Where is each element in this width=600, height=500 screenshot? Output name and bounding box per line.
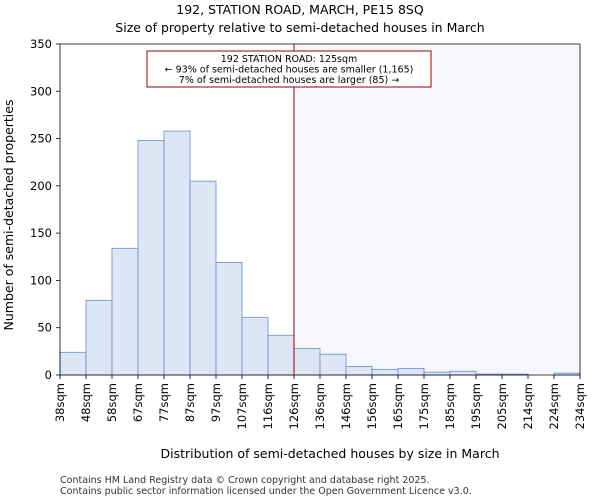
y-tick-label-350: 350 <box>30 37 52 51</box>
x-tick-label-87sqm: 87sqm <box>183 383 197 422</box>
bar-87sqm <box>189 180 217 376</box>
x-tick-label-224sqm: 224sqm <box>547 383 561 429</box>
annotation-line3: 7% of semi-detached houses are larger (8… <box>179 75 399 86</box>
annotation-line2: ← 93% of semi-detached houses are smalle… <box>165 65 414 76</box>
y-tick-label-150: 150 <box>30 226 52 240</box>
plot-area: 0 50 100 150 200 250 300 350 38sqm 48sqm 58sqm 67sq… <box>30 37 587 429</box>
bar-107sqm <box>241 316 269 376</box>
bar-165sqm <box>397 367 425 376</box>
footer-line2: Contains public sector information licen… <box>60 486 472 497</box>
footer-line1: Contains HM Land Registry data © Crown c… <box>60 475 430 486</box>
chart-title-line2: Size of property relative to semi-detach… <box>115 20 484 35</box>
x-tick-label-165sqm: 165sqm <box>391 383 405 429</box>
x-tick-label-67sqm: 67sqm <box>131 383 145 422</box>
x-tick-label-234sqm: 234sqm <box>573 383 587 429</box>
x-tick-label-156sqm: 156sqm <box>365 383 379 429</box>
x-tick-label-175sqm: 175sqm <box>417 383 431 429</box>
y-tick-label-50: 50 <box>37 321 52 335</box>
x-tick-label-77sqm: 77sqm <box>157 383 171 422</box>
chart-title-line1: 192, STATION ROAD, MARCH, PE15 8SQ <box>176 2 424 17</box>
y-axis-label: Number of semi-detached properties <box>1 100 16 331</box>
x-tick-label-136sqm: 136sqm <box>313 383 327 429</box>
x-tick-label-48sqm: 48sqm <box>79 383 93 422</box>
x-tick-label-205sqm: 205sqm <box>495 383 509 429</box>
y-tick-label-200: 200 <box>30 179 52 193</box>
y-tick-label-100: 100 <box>30 273 52 287</box>
bar-146sqm <box>345 366 373 376</box>
x-tick-label-58sqm: 58sqm <box>105 383 119 422</box>
bar-58sqm <box>111 247 139 376</box>
annotation-box <box>146 50 432 88</box>
x-tick-label-107sqm: 107sqm <box>235 383 249 429</box>
x-tick-label-195sqm: 195sqm <box>469 383 483 429</box>
y-tick-label-250: 250 <box>30 132 52 146</box>
x-axis-label: Distribution of semi-detached houses by … <box>160 446 499 461</box>
bar-77sqm <box>163 130 191 376</box>
x-tick-label-126sqm: 126sqm <box>287 383 301 429</box>
y-tick-label-300: 300 <box>30 84 52 98</box>
x-tick-label-116sqm: 116sqm <box>261 383 275 429</box>
annotation-line1: 192 STATION ROAD: 125sqm <box>221 54 358 65</box>
bar-136sqm <box>319 353 347 376</box>
y-tick-label-0: 0 <box>45 368 52 382</box>
x-tick-label-146sqm: 146sqm <box>339 383 353 429</box>
bar-156sqm <box>371 368 399 376</box>
x-tick-label-97sqm: 97sqm <box>209 383 223 422</box>
bar-48sqm <box>85 299 113 376</box>
bar-38sqm <box>59 351 87 376</box>
x-tick-label-38sqm: 38sqm <box>53 383 67 422</box>
bar-175sqm <box>423 371 451 376</box>
bar-185sqm <box>449 370 477 376</box>
bar-67sqm <box>137 140 165 376</box>
bar-97sqm <box>215 262 243 376</box>
bar-116sqm <box>267 334 295 376</box>
x-tick-label-214sqm: 214sqm <box>521 383 535 429</box>
x-tick-label-185sqm: 185sqm <box>443 383 457 429</box>
larger-region-shade <box>294 44 580 375</box>
bar-126sqm <box>293 348 321 376</box>
